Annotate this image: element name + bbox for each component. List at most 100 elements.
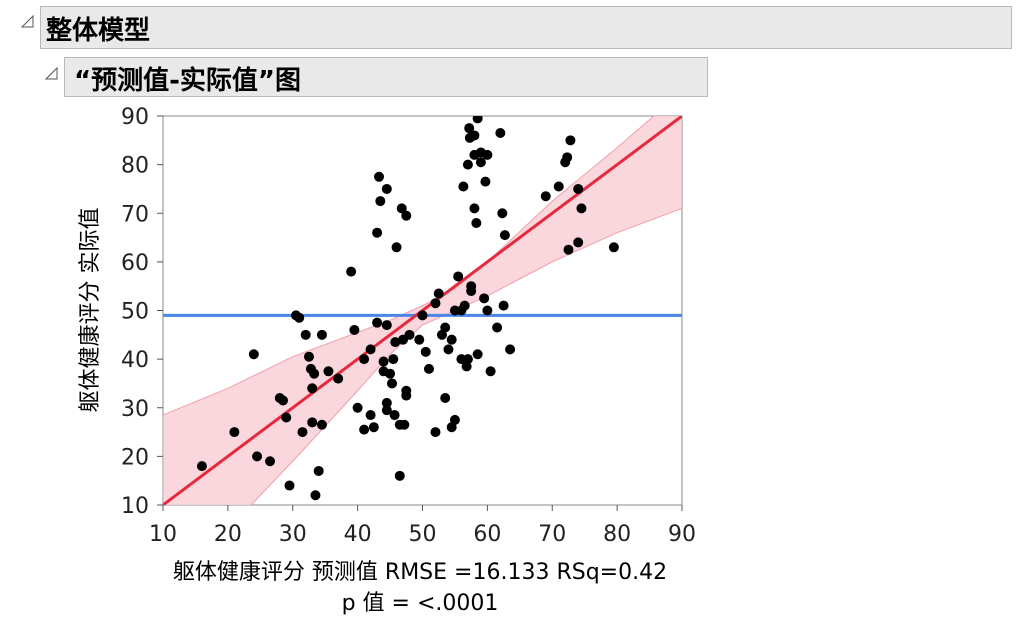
data-point[interactable] xyxy=(297,427,308,438)
data-point[interactable] xyxy=(498,300,509,311)
data-point[interactable] xyxy=(482,305,493,316)
data-point[interactable] xyxy=(374,171,385,182)
data-point[interactable] xyxy=(401,210,412,221)
data-point[interactable] xyxy=(310,490,321,501)
data-point[interactable] xyxy=(417,310,428,321)
data-point[interactable] xyxy=(309,368,320,379)
data-point[interactable] xyxy=(307,383,318,394)
data-point[interactable] xyxy=(480,176,491,187)
data-point[interactable] xyxy=(459,300,470,311)
data-point[interactable] xyxy=(396,203,407,214)
data-point[interactable] xyxy=(414,334,425,345)
data-point[interactable] xyxy=(381,405,392,416)
data-point[interactable] xyxy=(372,317,383,328)
data-point[interactable] xyxy=(375,196,386,207)
data-point[interactable] xyxy=(323,366,334,377)
data-point[interactable] xyxy=(281,412,292,423)
data-point[interactable] xyxy=(307,417,318,428)
data-point[interactable] xyxy=(378,356,389,367)
data-point[interactable] xyxy=(389,410,400,421)
data-point[interactable] xyxy=(458,181,469,192)
data-point[interactable] xyxy=(229,427,240,438)
data-point[interactable] xyxy=(420,346,431,357)
data-point[interactable] xyxy=(449,414,460,425)
data-point[interactable] xyxy=(505,344,516,355)
data-point[interactable] xyxy=(333,373,344,384)
data-point[interactable] xyxy=(423,363,434,374)
data-point[interactable] xyxy=(368,422,379,433)
data-point[interactable] xyxy=(466,281,477,292)
data-point[interactable] xyxy=(430,427,441,438)
data-point[interactable] xyxy=(391,242,402,253)
data-point[interactable] xyxy=(399,419,410,430)
data-point[interactable] xyxy=(372,227,383,238)
data-point[interactable] xyxy=(573,237,584,248)
data-point[interactable] xyxy=(573,183,584,194)
data-point[interactable] xyxy=(495,128,506,139)
data-point[interactable] xyxy=(303,351,314,362)
data-point[interactable] xyxy=(475,157,486,168)
data-point[interactable] xyxy=(349,324,360,335)
data-point[interactable] xyxy=(401,390,412,401)
data-point[interactable] xyxy=(464,123,475,134)
plot-header-bar[interactable] xyxy=(64,57,708,97)
data-point[interactable] xyxy=(294,312,305,323)
data-point[interactable] xyxy=(565,135,576,146)
data-point[interactable] xyxy=(316,419,327,430)
data-point[interactable] xyxy=(553,181,564,192)
data-point[interactable] xyxy=(390,337,401,348)
data-point[interactable] xyxy=(385,368,396,379)
data-point[interactable] xyxy=(352,402,363,413)
data-point[interactable] xyxy=(346,266,357,277)
data-point[interactable] xyxy=(300,329,311,340)
data-point[interactable] xyxy=(469,130,480,141)
data-point[interactable] xyxy=(499,230,510,241)
data-point[interactable] xyxy=(462,354,473,365)
data-point[interactable] xyxy=(576,203,587,214)
data-point[interactable] xyxy=(608,242,619,253)
data-point[interactable] xyxy=(196,461,207,472)
data-point[interactable] xyxy=(440,393,451,404)
data-point[interactable] xyxy=(472,349,483,360)
data-point[interactable] xyxy=(265,456,276,467)
data-point[interactable] xyxy=(472,113,483,124)
data-point[interactable] xyxy=(563,244,574,255)
section-header-bar[interactable] xyxy=(40,6,1012,49)
y-tick-label: 20 xyxy=(121,445,149,470)
data-point[interactable] xyxy=(381,397,392,408)
data-point[interactable] xyxy=(359,354,370,365)
data-point[interactable] xyxy=(440,322,451,333)
data-point[interactable] xyxy=(252,451,263,462)
data-point[interactable] xyxy=(479,293,490,304)
data-point[interactable] xyxy=(365,410,376,421)
data-point[interactable] xyxy=(443,344,454,355)
data-point[interactable] xyxy=(453,271,464,282)
data-point[interactable] xyxy=(540,191,551,202)
data-point[interactable] xyxy=(562,152,573,163)
data-point[interactable] xyxy=(482,149,493,160)
data-point[interactable] xyxy=(446,334,457,345)
data-point[interactable] xyxy=(462,159,473,170)
data-point[interactable] xyxy=(365,344,376,355)
data-point[interactable] xyxy=(387,378,398,389)
data-point[interactable] xyxy=(430,298,441,309)
data-point[interactable] xyxy=(316,329,327,340)
data-point[interactable] xyxy=(497,208,508,219)
data-point[interactable] xyxy=(284,480,295,491)
data-point[interactable] xyxy=(381,183,392,194)
data-point[interactable] xyxy=(359,424,370,435)
data-point[interactable] xyxy=(313,465,324,476)
y-tick-label: 50 xyxy=(121,300,149,325)
data-point[interactable] xyxy=(492,322,503,333)
data-point[interactable] xyxy=(248,349,259,360)
data-point[interactable] xyxy=(404,329,415,340)
data-point[interactable] xyxy=(485,366,496,377)
data-point[interactable] xyxy=(278,395,289,406)
data-point[interactable] xyxy=(433,288,444,299)
data-point[interactable] xyxy=(381,320,392,331)
data-point[interactable] xyxy=(469,203,480,214)
data-point[interactable] xyxy=(388,354,399,365)
data-point[interactable] xyxy=(471,217,482,228)
data-point[interactable] xyxy=(394,470,405,481)
